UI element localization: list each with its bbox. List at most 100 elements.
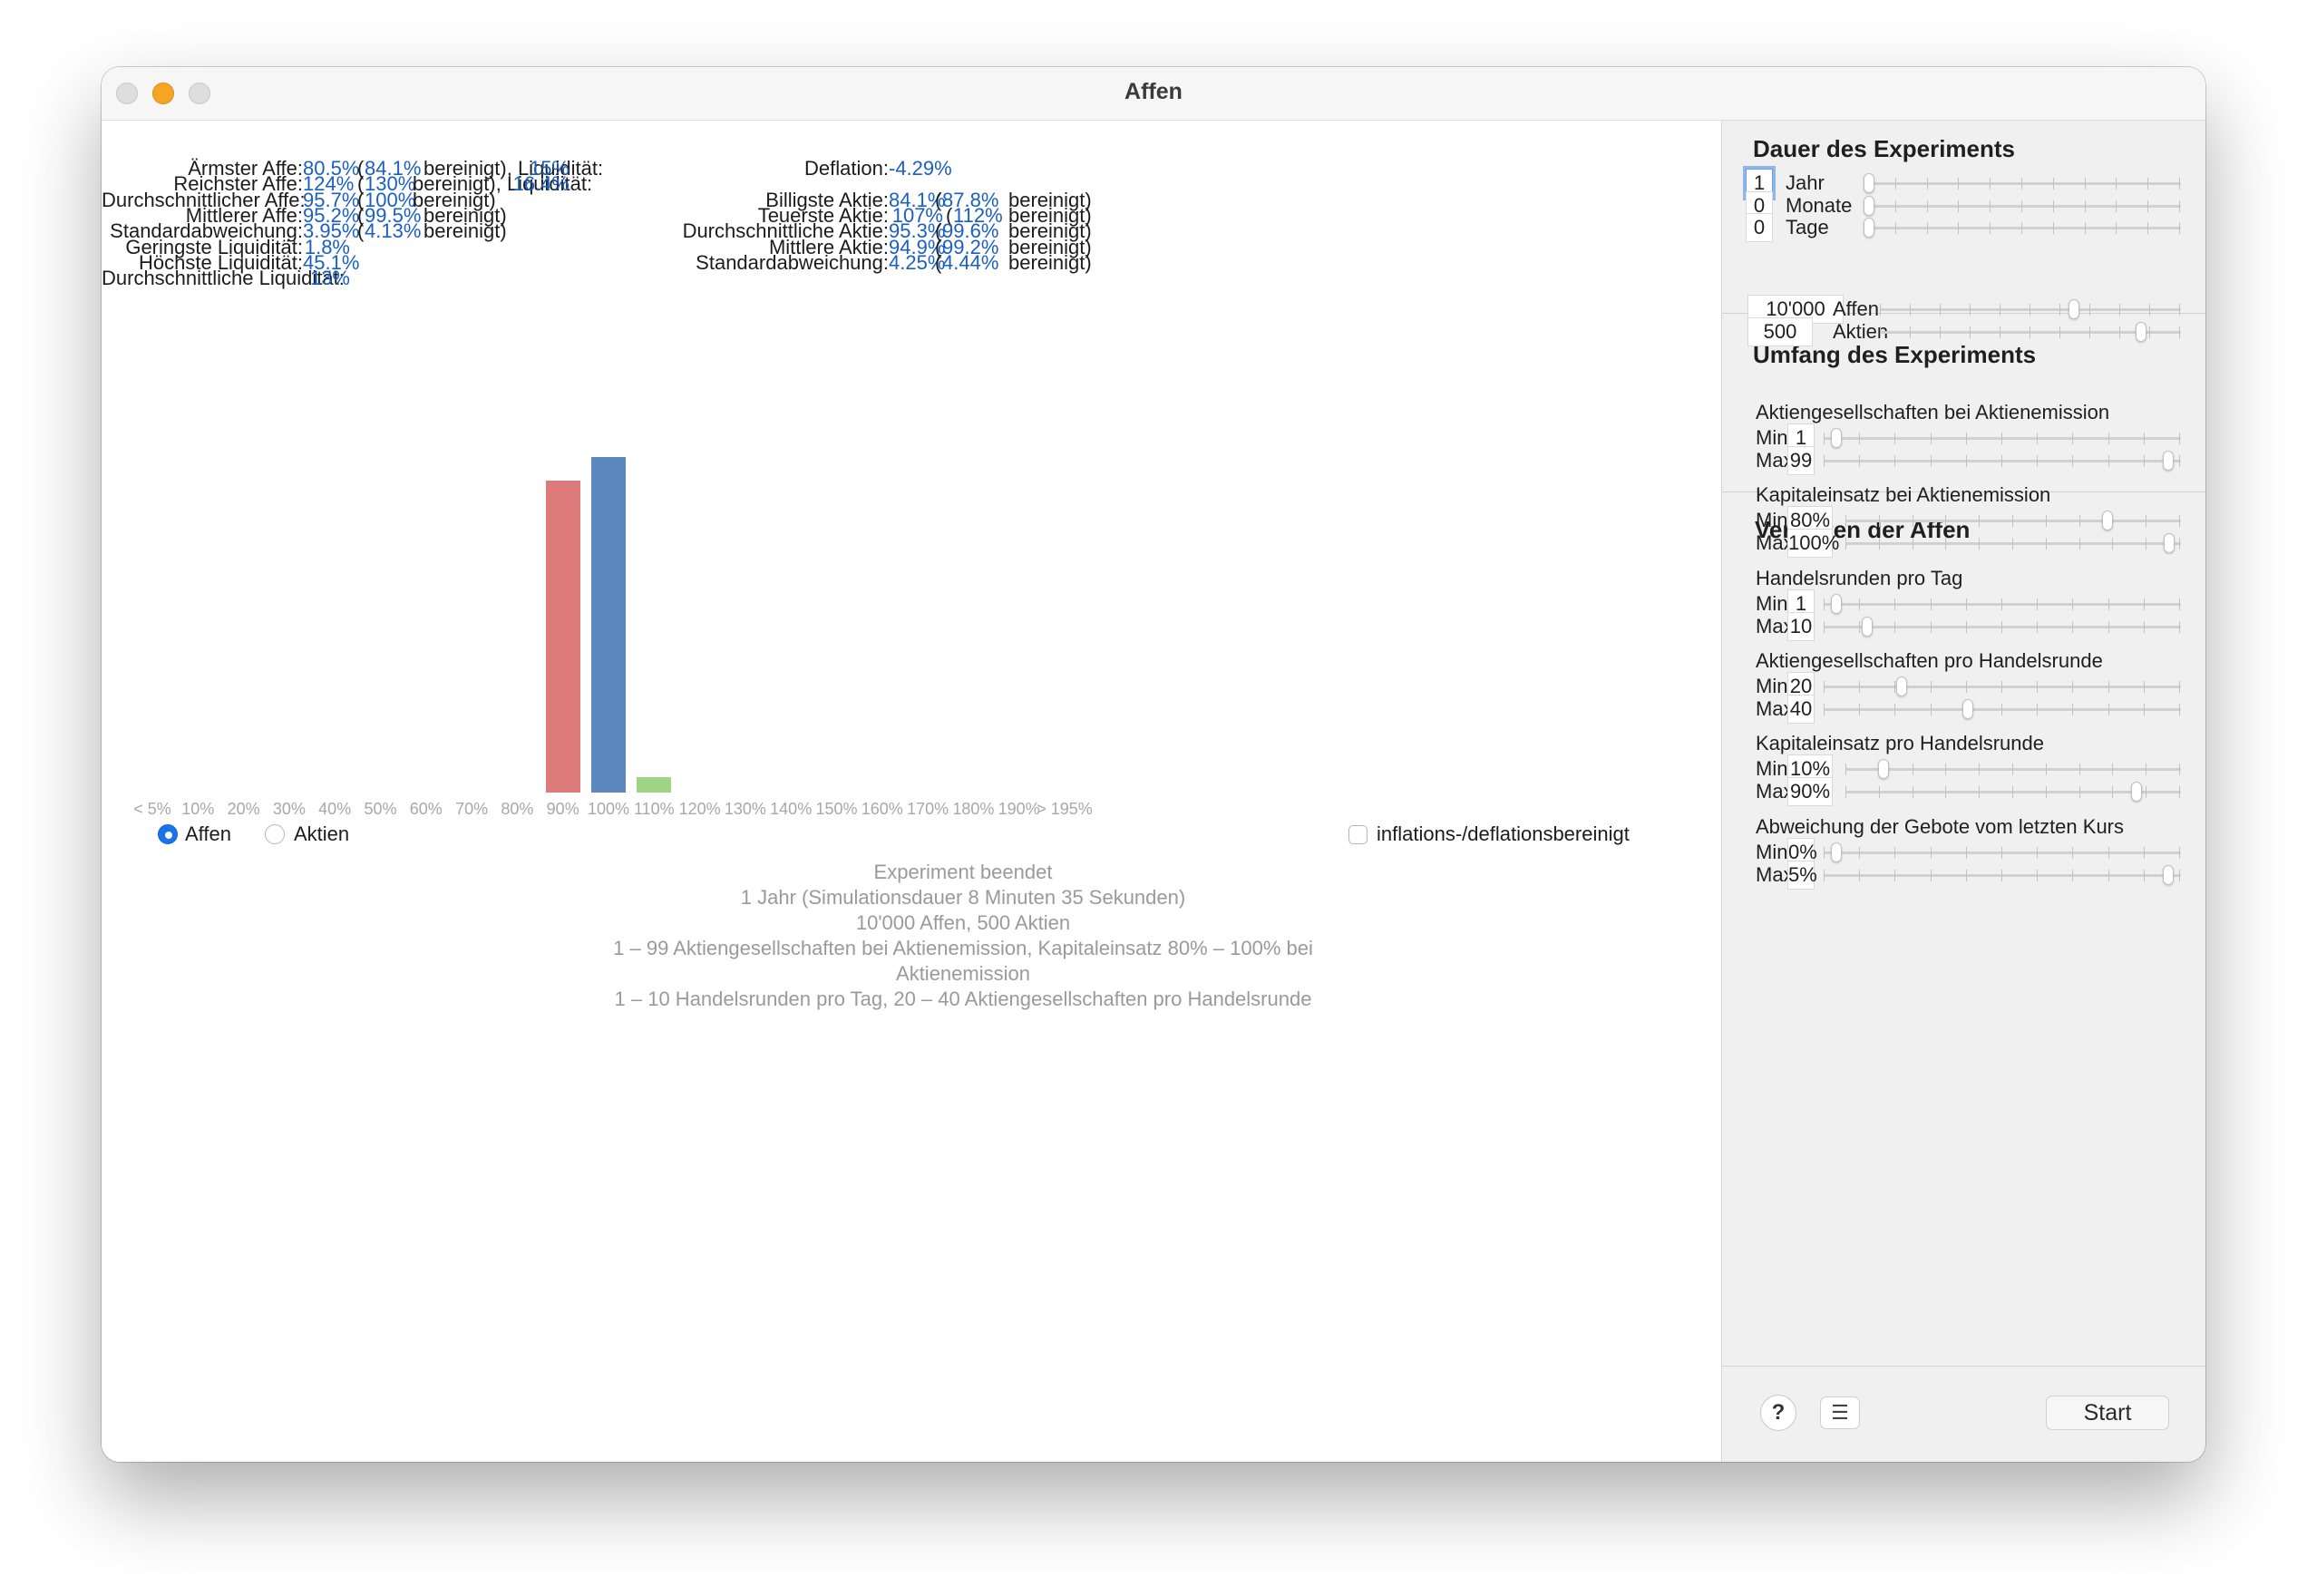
slider-tick [1926,200,1928,212]
behavior-max-field[interactable]: 10 [1787,611,1815,641]
slider-tick [2143,455,2145,467]
slider-knob[interactable] [1830,428,1842,448]
slider-tick [2072,598,2074,610]
slider-tick [2112,538,2114,550]
slider-tick [2084,222,2086,234]
slider-tick [2116,200,2117,212]
days-field[interactable]: 0 [1746,213,1773,242]
stat-value: 13% [309,267,350,290]
slider-tick [2072,703,2074,715]
slider-tick [2107,455,2109,467]
behavior-min-slider[interactable] [1824,593,2181,614]
list-button[interactable]: ☰ [1820,1396,1860,1429]
zoom-window-button[interactable] [189,83,210,104]
years-slider[interactable] [1864,173,2181,193]
radio-aktien[interactable] [265,824,285,844]
slider-track [1824,685,2181,688]
monkeys-slider[interactable] [1880,299,2181,319]
slider-knob[interactable] [1864,196,1874,216]
slider-track [1824,873,2181,877]
behavior-max-slider[interactable] [1824,864,2181,885]
close-window-button[interactable] [116,83,138,104]
x-tick-label: 10% [181,800,215,818]
slider-tick [2149,304,2150,316]
slider-knob[interactable] [2069,299,2079,319]
slider-tick [2021,200,2022,212]
slider-knob[interactable] [2101,511,2113,531]
slider-tick [2037,846,2039,859]
slider-tick [2179,455,2180,467]
slider-tick [2179,200,2180,212]
behavior-max-slider[interactable] [1845,533,2181,554]
slider-tick [1930,620,1932,633]
stat-label: Standardabweichung: [110,219,303,243]
slider-tick [1965,620,1967,633]
stat-adjusted-value: 84.1% [365,157,422,180]
slider-knob[interactable] [2163,451,2175,471]
slider-knob[interactable] [1961,698,1973,719]
summary-duration: 1 Jahr (Simulationsdauer 8 Minuten 35 Se… [740,886,1186,909]
inflation-adjusted-label[interactable]: inflations-/deflationsbereinigt [1377,822,1630,845]
slider-knob[interactable] [2135,322,2146,342]
slider-tick [2143,433,2145,444]
minimize-window-button[interactable] [152,83,174,104]
stocks-field[interactable]: 500 [1747,317,1813,346]
months-slider[interactable] [1864,196,2181,216]
x-tick-label: 140% [770,800,813,818]
slider-knob[interactable] [1830,593,1842,614]
slider-knob[interactable] [1830,842,1842,862]
behavior-min-slider[interactable] [1824,676,2181,696]
min-label: Min [1756,509,1788,532]
behavior-min-slider[interactable] [1845,759,2181,780]
radio-aktien-label[interactable]: Aktien [294,822,350,845]
slider-track [1880,308,2181,311]
behavior-max-field[interactable]: 99 [1787,446,1815,475]
slider-tick [2052,200,2054,212]
behavior-max-slider[interactable] [1824,451,2181,471]
behavior-max-slider[interactable] [1824,616,2181,637]
days-slider[interactable] [1864,218,2181,238]
slider-tick [2037,620,2039,633]
x-tick-label: > 195% [1037,800,1093,818]
stat-adjusted-value: 4.44% [942,250,999,274]
behavior-max-slider[interactable] [1845,782,2181,803]
behavior-min-slider[interactable] [1845,511,2181,531]
behavior-max-field[interactable]: 40 [1787,694,1815,724]
slider-knob[interactable] [1896,676,1908,696]
start-button[interactable]: Start [2046,1396,2169,1430]
behavior-max-slider[interactable] [1824,698,2181,719]
stat-value: 124% [303,172,355,196]
behavior-min-slider[interactable] [1824,428,2181,448]
stat-suffix: bereinigt) [413,188,496,211]
radio-affen[interactable] [158,824,178,844]
slider-tick [2001,846,2002,859]
behavior-min-slider[interactable] [1824,842,2181,862]
behavior-max-field[interactable]: 5% [1787,860,1817,890]
inflation-adjusted-checkbox[interactable] [1348,825,1368,844]
slider-tick [2072,455,2074,467]
slider-knob[interactable] [1864,173,1874,193]
slider-tick [1894,598,1896,610]
slider-knob[interactable] [1864,218,1874,238]
radio-affen-label[interactable]: Affen [185,822,231,845]
results-panel: Ärmster Affe: 80.5%(84.1% bereinigt), Liqu… [102,121,1721,1462]
stat-label: Mittlere Aktie: [768,235,889,258]
slider-knob[interactable] [2163,864,2175,885]
stat-adjusted-value: 99.6% [942,219,999,243]
x-tick-label: < 5% [133,800,171,818]
slider-track [1880,331,2181,334]
slider-knob[interactable] [2131,782,2143,803]
slider-knob[interactable] [1877,759,1889,780]
behavior-max-field[interactable]: 90% [1787,777,1833,807]
slider-tick [1965,846,1967,859]
slider-knob[interactable] [1862,616,1874,637]
stocks-slider[interactable] [1880,322,2181,342]
help-button[interactable]: ? [1760,1395,1796,1431]
slider-tick [1930,455,1932,467]
slider-track [1824,625,2181,628]
behavior-max-field[interactable]: 100% [1787,529,1839,559]
stat-paren: ( [357,203,365,227]
slider-tick [2179,222,2180,234]
slider-knob[interactable] [2163,533,2175,554]
slider-track [1845,542,2181,546]
